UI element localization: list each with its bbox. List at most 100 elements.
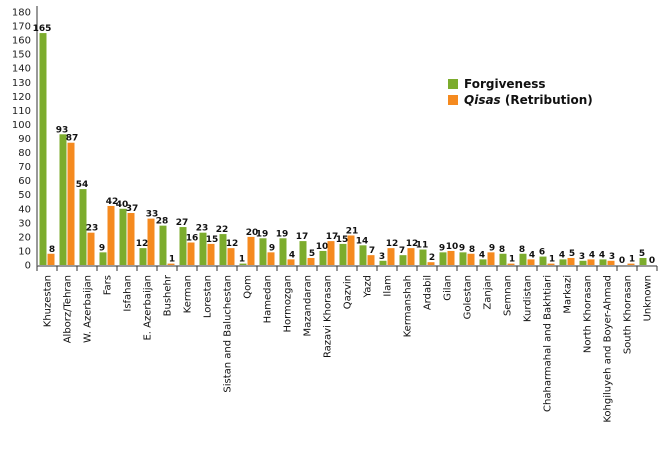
value-label-qisas-retribution-north-khorasan: 4 xyxy=(589,250,595,260)
value-label-qisas-retribution-ilam: 12 xyxy=(386,239,399,249)
bar-forgiveness-razavi-khorasan xyxy=(319,250,327,265)
value-label-forgiveness-hormozgan: 19 xyxy=(276,229,289,239)
value-label-forgiveness-bushehr: 28 xyxy=(156,217,169,227)
value-label-forgiveness-kurdistan: 8 xyxy=(519,245,525,255)
value-label-forgiveness-khuzestan: 165 xyxy=(33,24,52,34)
value-label-qisas-retribution-kurdistan: 4 xyxy=(529,250,535,260)
value-label-forgiveness-kohgiluyeh-and-boyer-ahmad: 4 xyxy=(599,250,605,260)
x-tick-label-chaharmahal-and-bakhtiari: Chaharmahal and Bakhtiari xyxy=(543,275,554,412)
y-tick-label-140: 140 xyxy=(12,64,31,75)
value-label-qisas-retribution-qazvin: 21 xyxy=(346,226,359,236)
bar-qisas-retribution-semnan xyxy=(507,263,515,265)
y-tick-label-40: 40 xyxy=(18,204,31,215)
bar-qisas-retribution-chaharmahal-and-bakhtiari xyxy=(547,263,555,265)
bar-forgiveness-hormozgan xyxy=(279,238,287,265)
bar-qisas-retribution-ardabil xyxy=(427,262,435,265)
bar-forgiveness-alborz-tehran xyxy=(59,134,67,265)
x-tick-label-w-azerbaijan: W. Azerbaijan xyxy=(83,275,94,343)
value-label-forgiveness-unknown: 5 xyxy=(639,249,645,259)
bar-qisas-retribution-hormozgan xyxy=(287,259,295,265)
bar-qisas-retribution-mazandaran xyxy=(307,257,315,265)
value-label-qisas-retribution-kerman: 16 xyxy=(186,234,199,244)
bar-forgiveness-north-khorasan xyxy=(579,260,587,265)
bar-qisas-retribution-e-azerbaijan xyxy=(147,218,155,265)
bar-qisas-retribution-zanjan xyxy=(487,252,495,265)
value-label-forgiveness-kermanshah: 7 xyxy=(399,246,405,256)
value-label-qisas-retribution-w-azerbaijan: 23 xyxy=(86,224,99,234)
value-label-forgiveness-zanjan: 4 xyxy=(479,250,485,260)
x-tick-label-qazvin: Qazvin xyxy=(343,275,354,309)
bar-qisas-retribution-fars xyxy=(107,205,115,265)
y-tick-label-0: 0 xyxy=(25,261,31,272)
bar-qisas-retribution-markazi xyxy=(567,257,575,265)
bar-forgiveness-kerman xyxy=(179,227,187,265)
value-label-forgiveness-alborz-tehran: 93 xyxy=(56,125,69,135)
value-label-qisas-retribution-kohgiluyeh-and-boyer-ahmad: 3 xyxy=(609,252,615,262)
x-tick-label-ilam: Ilam xyxy=(383,275,394,297)
bar-forgiveness-mazandaran xyxy=(299,241,307,265)
value-label-qisas-retribution-unknown: 0 xyxy=(649,256,655,266)
legend-label-qisas-rest: (Retribution) xyxy=(500,93,593,107)
bar-forgiveness-semnan xyxy=(499,253,507,265)
bar-forgiveness-w-azerbaijan xyxy=(79,189,87,265)
bar-qisas-retribution-kermanshah xyxy=(407,248,415,265)
x-tick-label-isfahan: Isfahan xyxy=(123,275,134,312)
bar-qisas-retribution-qazvin xyxy=(347,235,355,265)
y-tick-label-30: 30 xyxy=(18,218,31,229)
x-tick-label-kurdistan: Kurdistan xyxy=(523,275,534,322)
bar-qisas-retribution-w-azerbaijan xyxy=(87,232,95,265)
value-label-forgiveness-yazd: 14 xyxy=(356,236,369,246)
value-label-forgiveness-fars: 9 xyxy=(99,243,105,253)
value-label-forgiveness-qom: 1 xyxy=(239,255,245,265)
legend-label-qisas: Qisas (Retribution) xyxy=(464,93,593,107)
value-label-forgiveness-golestan: 9 xyxy=(459,243,465,253)
bar-forgiveness-isfahan xyxy=(119,208,127,265)
y-tick-label-70: 70 xyxy=(18,162,31,173)
value-label-qisas-retribution-semnan: 1 xyxy=(509,255,515,265)
x-tick-label-north-khorasan: North Khorasan xyxy=(583,275,594,353)
x-tick-label-razavi-khorasan: Razavi Khorasan xyxy=(323,275,334,358)
x-tick-label-lorestan: Lorestan xyxy=(203,275,214,318)
bar-forgiveness-yazd xyxy=(359,245,367,265)
value-label-qisas-retribution-markazi: 5 xyxy=(569,249,575,259)
value-label-forgiveness-ardabil: 11 xyxy=(416,241,429,251)
y-tick-label-170: 170 xyxy=(12,22,31,33)
y-tick-label-90: 90 xyxy=(18,134,31,145)
value-label-qisas-retribution-sistan-and-baluchestan: 12 xyxy=(226,239,239,249)
y-tick-label-120: 120 xyxy=(12,92,31,103)
value-label-qisas-retribution-mazandaran: 5 xyxy=(309,249,315,259)
legend-item-qisas: Qisas (Retribution) xyxy=(448,92,593,108)
value-label-forgiveness-sistan-and-baluchestan: 22 xyxy=(216,225,229,235)
y-tick-label-160: 160 xyxy=(12,36,31,47)
bar-qisas-retribution-isfahan xyxy=(127,212,135,265)
value-label-forgiveness-semnan: 8 xyxy=(499,245,505,255)
value-label-qisas-retribution-alborz-tehran: 87 xyxy=(66,134,79,144)
value-label-qisas-retribution-golestan: 8 xyxy=(469,245,475,255)
value-label-forgiveness-chaharmahal-and-bakhtiari: 6 xyxy=(539,248,545,258)
value-label-qisas-retribution-zanjan: 9 xyxy=(489,243,495,253)
value-label-forgiveness-south-khorasan: 0 xyxy=(619,256,625,266)
x-tick-label-ardabil: Ardabil xyxy=(423,275,434,310)
value-label-forgiveness-e-azerbaijan: 12 xyxy=(136,239,149,249)
value-label-qisas-retribution-chaharmahal-and-bakhtiari: 1 xyxy=(549,255,555,265)
bar-forgiveness-qom xyxy=(239,263,247,265)
value-label-forgiveness-ilam: 3 xyxy=(379,252,385,262)
x-tick-label-gilan: Gilan xyxy=(443,275,454,301)
legend-swatch-forgiveness xyxy=(448,79,458,89)
value-label-qisas-retribution-ardabil: 2 xyxy=(429,253,435,263)
value-label-qisas-retribution-hamedan: 9 xyxy=(269,243,275,253)
y-tick-label-10: 10 xyxy=(18,246,31,257)
bar-forgiveness-kermanshah xyxy=(399,255,407,265)
x-tick-label-kohgiluyeh-and-boyer-ahmad: Kohgiluyeh and Boyer-Ahmad xyxy=(603,275,614,423)
bar-forgiveness-gilan xyxy=(439,252,447,265)
value-label-forgiveness-gilan: 9 xyxy=(439,243,445,253)
legend: Forgiveness Qisas (Retribution) xyxy=(448,76,593,108)
y-tick-label-150: 150 xyxy=(12,50,31,61)
bar-qisas-retribution-bushehr xyxy=(167,263,175,265)
bar-qisas-retribution-lorestan xyxy=(207,243,215,265)
bar-forgiveness-fars xyxy=(99,252,107,265)
x-tick-label-kermanshah: Kermanshah xyxy=(403,275,414,337)
bar-qisas-retribution-gilan xyxy=(447,250,455,265)
value-label-qisas-retribution-razavi-khorasan: 17 xyxy=(326,232,339,242)
